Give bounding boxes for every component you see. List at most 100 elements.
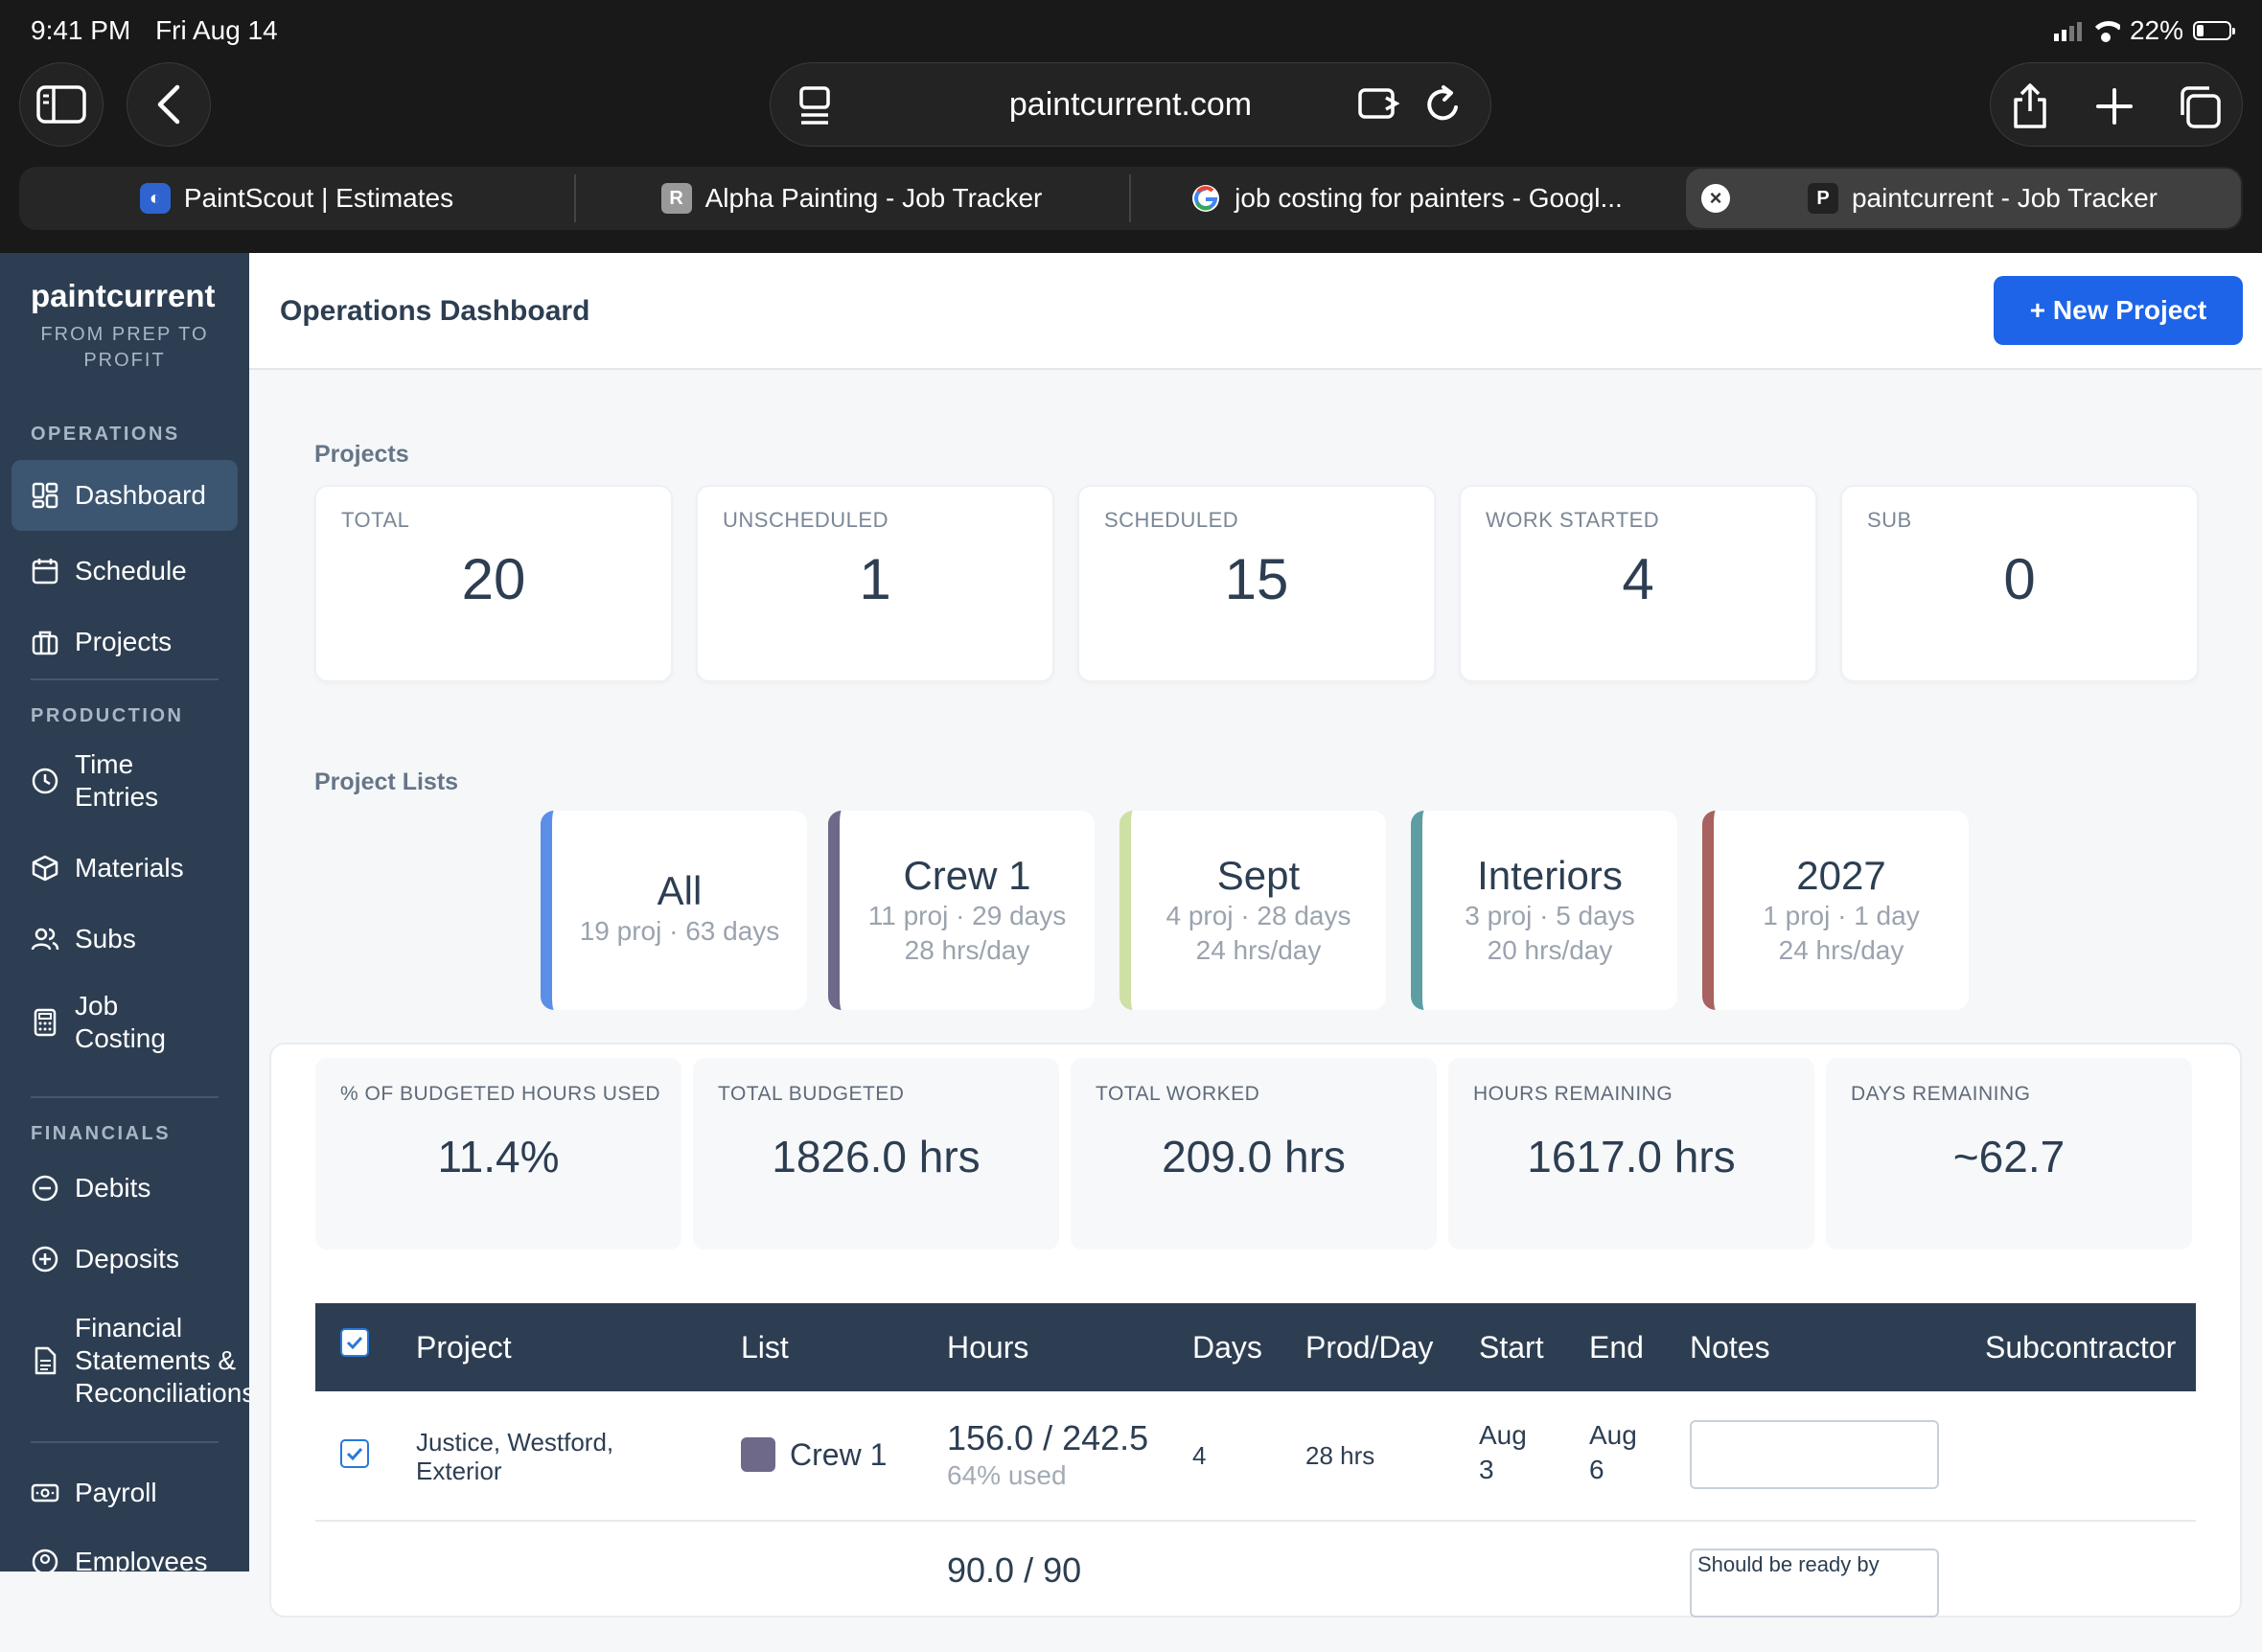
sidebar-item-label: Financial Statements & Reconciliations — [75, 1313, 249, 1408]
sidebar: paintcurrent FROM PREP TO PROFIT OPERATI… — [0, 253, 249, 1572]
stat-value: 4 — [1622, 547, 1654, 611]
status-time: 9:41 PM — [31, 15, 131, 45]
column-header-list[interactable]: List — [741, 1330, 789, 1365]
sidebar-item-payroll[interactable]: Payroll — [12, 1462, 238, 1524]
metric-value: 209.0 hrs — [1162, 1132, 1346, 1182]
sidebar-item-label: Projects — [75, 627, 173, 656]
tab-label: PaintScout | Estimates — [183, 183, 454, 213]
sidebar-item-debits[interactable]: Debits — [12, 1158, 238, 1219]
browser-chrome: 9:41 PM Fri Aug 14 22% paintcurrent.com … — [0, 0, 2262, 253]
stat-card-unscheduled[interactable]: UNSCHEDULED 1 — [696, 485, 1054, 682]
sidebar-item-job-costing[interactable]: Job Costing — [12, 981, 238, 1064]
status-date: Fri Aug 14 — [155, 15, 278, 45]
start-date: Aug 3 — [1479, 1420, 1527, 1484]
project-list-card[interactable]: 2027 1 proj · 1 day 24 hrs/day — [1702, 811, 1969, 1010]
sidebar-toggle-button[interactable] — [19, 62, 104, 147]
column-header-prod-day[interactable]: Prod/Day — [1305, 1330, 1434, 1365]
row-checkbox[interactable] — [340, 1439, 369, 1468]
metric-card: TOTAL WORKED 209.0 hrs — [1071, 1058, 1437, 1250]
share-icon[interactable] — [2010, 82, 2050, 130]
column-header-project[interactable]: Project — [416, 1330, 512, 1365]
address-bar[interactable]: paintcurrent.com — [770, 62, 1491, 147]
list-rate: 28 hrs/day — [904, 935, 1030, 965]
hours-value: 90.0 / 90 — [947, 1550, 1082, 1590]
sidebar-item-label: Time Entries — [75, 749, 159, 812]
sidebar-item-deposits[interactable]: Deposits — [12, 1228, 238, 1290]
column-header-notes[interactable]: Notes — [1690, 1330, 1770, 1365]
list-summary: 11 proj · 29 days — [867, 901, 1067, 930]
section-operations: OPERATIONS — [31, 424, 180, 445]
project-list-card[interactable]: All 19 proj · 63 days — [541, 811, 807, 1010]
column-header-start[interactable]: Start — [1479, 1330, 1544, 1365]
sidebar-item-label: Deposits — [75, 1244, 179, 1273]
back-button[interactable] — [127, 62, 211, 147]
stat-value: 0 — [2003, 547, 2036, 611]
close-tab-icon[interactable]: × — [1701, 184, 1730, 213]
users-icon — [31, 928, 59, 951]
new-tab-icon[interactable] — [2096, 88, 2133, 125]
column-header-subcontractor[interactable]: Subcontractor — [1985, 1330, 2177, 1365]
minus-circle-icon — [32, 1175, 58, 1202]
metric-value: 1617.0 hrs — [1527, 1132, 1736, 1182]
notes-input[interactable] — [1690, 1420, 1939, 1489]
new-project-button[interactable]: + New Project — [1994, 276, 2243, 345]
tab-favicon-icon: P — [1807, 183, 1838, 214]
sidebar-item-subs[interactable]: Subs — [12, 908, 238, 970]
sidebar-item-label: Dashboard — [75, 480, 206, 510]
section-production: PRODUCTION — [31, 705, 184, 726]
stat-card-work-started[interactable]: WORK STARTED 4 — [1459, 485, 1817, 682]
stat-value: 1 — [859, 547, 891, 611]
list-rate: 24 hrs/day — [1195, 935, 1322, 965]
select-all-checkbox[interactable] — [340, 1328, 369, 1357]
stat-value: 15 — [1224, 547, 1289, 611]
hours-used: 64% used — [947, 1460, 1067, 1490]
battery-percent: 22% — [2129, 15, 2183, 45]
list-color-swatch — [741, 1437, 775, 1472]
sidebar-divider — [31, 678, 219, 680]
table-row[interactable]: 90.0 / 90 Should be ready by — [315, 1522, 2196, 1652]
sidebar-item-materials[interactable]: Materials — [12, 837, 238, 899]
stat-key: SCHEDULED — [1104, 508, 1239, 532]
briefcase-icon — [32, 631, 58, 655]
project-list-card[interactable]: Sept 4 proj · 28 days 24 hrs/day — [1119, 811, 1386, 1010]
list-rate: 24 hrs/day — [1778, 935, 1904, 965]
prod-day-value: 28 hrs — [1305, 1441, 1375, 1470]
notes-input[interactable]: Should be ready by — [1690, 1549, 1939, 1618]
metric-key: TOTAL WORKED — [1096, 1083, 1260, 1105]
sidebar-divider — [31, 1096, 219, 1098]
browser-tab[interactable]: R Alpha Painting - Job Tracker — [574, 167, 1129, 230]
stat-key: UNSCHEDULED — [723, 508, 889, 532]
reader-icon[interactable] — [1357, 84, 1399, 123]
tabs-overview-icon[interactable] — [2177, 84, 2223, 130]
project-name[interactable]: Justice, Westford, Exterior — [416, 1428, 614, 1485]
column-header-hours[interactable]: Hours — [947, 1330, 1029, 1365]
project-list-card[interactable]: Interiors 3 proj · 5 days 20 hrs/day — [1411, 811, 1677, 1010]
list-summary: 4 proj · 28 days — [1166, 901, 1351, 930]
sidebar-item-time-entries[interactable]: Time Entries — [12, 740, 238, 822]
battery-icon — [2193, 21, 2235, 40]
sidebar-item-projects[interactable]: Projects — [12, 611, 238, 673]
stat-card-total[interactable]: TOTAL 20 — [314, 485, 673, 682]
calendar-icon — [32, 559, 58, 585]
dashboard-icon — [32, 482, 58, 509]
browser-tab-active[interactable]: × P paintcurrent - Job Tracker — [1686, 169, 2241, 228]
browser-tab[interactable]: job costing for painters - Googl... — [1129, 167, 1684, 230]
sidebar-item-label: Subs — [75, 924, 136, 953]
browser-tab[interactable]: ◐ PaintScout | Estimates — [19, 167, 574, 230]
sidebar-item-financial-statements[interactable]: Financial Statements & Reconciliations — [12, 1305, 249, 1416]
column-header-end[interactable]: End — [1589, 1330, 1644, 1365]
sidebar-item-employees[interactable]: Employees — [12, 1531, 238, 1572]
table-row[interactable]: Justice, Westford, Exterior Crew 1 156.0… — [315, 1391, 2196, 1522]
reload-icon[interactable] — [1424, 84, 1463, 125]
column-header-days[interactable]: Days — [1192, 1330, 1262, 1365]
stat-key: WORK STARTED — [1486, 508, 1660, 532]
stat-card-scheduled[interactable]: SCHEDULED 15 — [1077, 485, 1436, 682]
page-header: Operations Dashboard + New Project — [249, 253, 2262, 370]
browser-tab-bar: ◐ PaintScout | Estimates R Alpha Paintin… — [19, 167, 2243, 230]
stat-card-sub[interactable]: SUB 0 — [1840, 485, 2199, 682]
project-list-card[interactable]: Crew 1 11 proj · 29 days 28 hrs/day — [828, 811, 1095, 1010]
sidebar-item-dashboard[interactable]: Dashboard — [12, 460, 238, 531]
metric-key: HOURS REMAINING — [1473, 1083, 1673, 1105]
sidebar-item-schedule[interactable]: Schedule — [12, 540, 238, 602]
sidebar-item-label: Debits — [75, 1173, 151, 1203]
